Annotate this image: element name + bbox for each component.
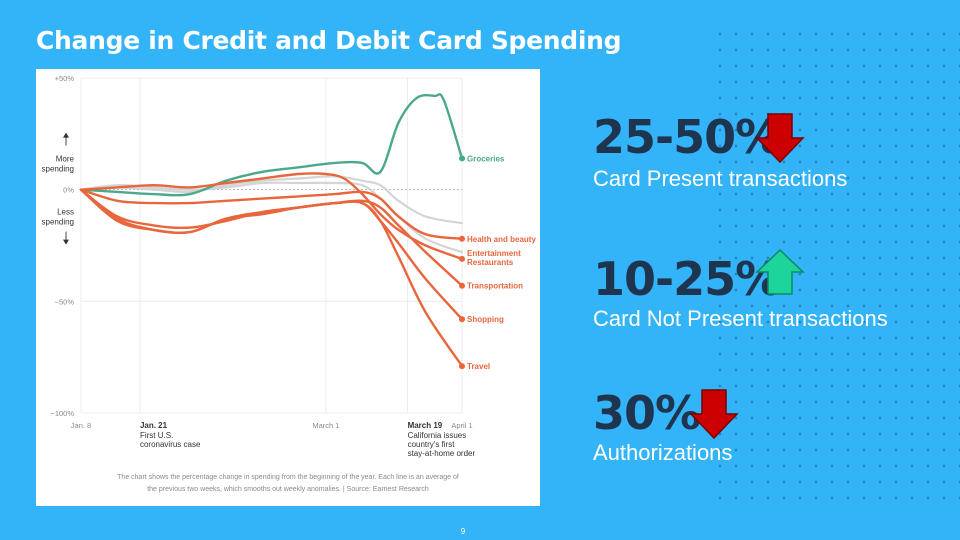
x-tick-label: Jan. 8 <box>71 421 91 430</box>
series-endpoint <box>459 282 465 289</box>
stat-label: Card Not Present transactions <box>593 306 888 331</box>
chart-caption: The chart shows the percentage change in… <box>117 474 459 481</box>
series-label: Transportation <box>467 282 523 291</box>
stat-label: Authorizations <box>593 440 733 465</box>
stat-value: 30% <box>593 386 701 440</box>
less-spending-label: Less <box>57 208 74 217</box>
arrow-down-icon <box>755 113 805 164</box>
event-text: country's first <box>408 440 456 449</box>
stat-value: 25-50% <box>593 110 781 164</box>
series-label: Entertainment <box>467 249 521 258</box>
y-tick-label: 0% <box>63 186 74 195</box>
line-chart: +50%0%−50%−100%Jan. 8 March 1 April 1Mores… <box>42 74 537 493</box>
y-tick-label: +50% <box>55 74 75 83</box>
less-spending-label: spending <box>42 218 74 227</box>
event-text: California issues <box>408 431 467 440</box>
stat-label: Card Present transactions <box>593 166 848 191</box>
dot-pattern <box>712 26 960 506</box>
series-line-shopping <box>79 188 464 321</box>
arrow-down-icon <box>689 389 739 440</box>
event-text: stay-at-home order <box>408 449 476 458</box>
event-title: March 19 <box>408 421 443 430</box>
y-tick-label: −50% <box>55 297 75 306</box>
series-line-unlabeled <box>79 175 464 225</box>
y-tick-label: −100% <box>50 409 74 418</box>
series-endpoint <box>459 316 465 323</box>
chart-caption: the previous two weeks, which smooths ou… <box>147 486 429 493</box>
series-line-health-and-beauty <box>79 188 464 240</box>
stat-value: 10-25% <box>593 252 781 306</box>
series-label: Restaurants <box>467 258 514 267</box>
series-label: Shopping <box>467 315 504 324</box>
series-line-travel <box>79 188 464 368</box>
page-number: 9 <box>460 527 466 536</box>
arrow-up-icon <box>755 248 805 295</box>
series-endpoint <box>459 155 465 162</box>
series-endpoint <box>459 235 465 242</box>
more-arrow-head-icon <box>63 132 69 138</box>
less-arrow-head-icon <box>63 239 69 245</box>
series-label: Health and beauty <box>467 235 536 244</box>
series-label: Groceries <box>467 154 505 163</box>
series-line-entertainment-restaurants <box>79 172 464 261</box>
event-title: Jan. 21 <box>140 421 168 430</box>
series-line-groceries <box>79 93 464 197</box>
event-text: First U.S. <box>140 431 173 440</box>
series-endpoint <box>459 363 465 370</box>
series-endpoint <box>459 255 465 262</box>
slide-title: Change in Credit and Debit Card Spending <box>36 26 622 55</box>
x-tick-label: March 1 <box>312 421 339 430</box>
chart-panel: +50% 0% −50% −100% Jan. 8 March 1 April 1 More s… <box>36 69 540 506</box>
x-tick-label: April 1 <box>451 421 472 430</box>
series-label: Travel <box>467 362 490 371</box>
more-spending-label: More <box>56 155 75 164</box>
event-text: coronavirus case <box>140 440 201 449</box>
more-spending-label: spending <box>42 165 74 174</box>
